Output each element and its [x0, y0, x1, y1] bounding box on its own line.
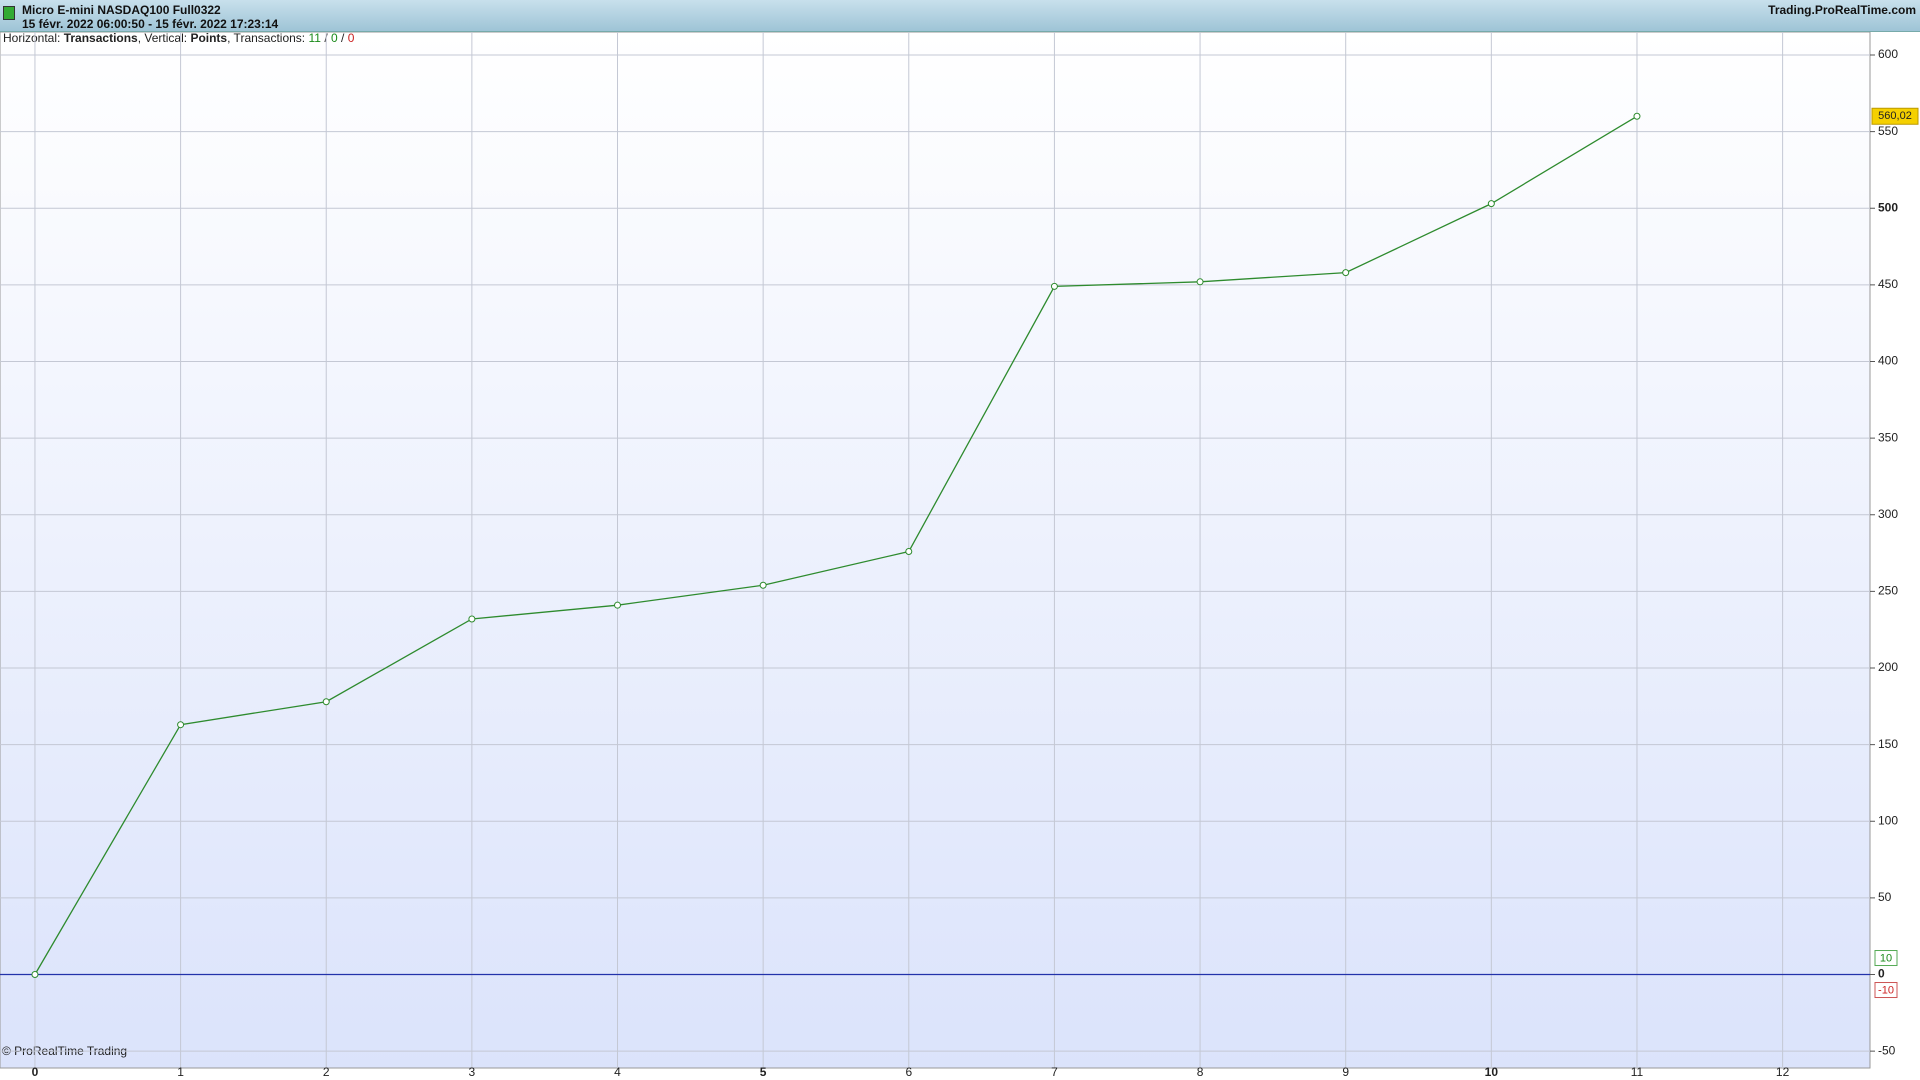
y-tick-label: 400 — [1878, 354, 1898, 368]
period: 15 févr. 2022 06:00:50 - 15 févr. 2022 1… — [22, 17, 279, 31]
x-tick-label: 10 — [1485, 1065, 1499, 1079]
y-tick-label: 50 — [1878, 890, 1892, 904]
info-text: Transactions — [64, 32, 138, 45]
point — [759, 581, 767, 589]
x-tick-label: 2 — [323, 1065, 330, 1079]
point — [31, 971, 39, 979]
zero-marker: 10 — [1880, 952, 1892, 964]
value-label: 560,02 — [1878, 110, 1912, 122]
x-tick-label: 7 — [1051, 1065, 1058, 1079]
point — [322, 698, 330, 706]
info-text: Points — [190, 32, 227, 45]
zero-marker: -10 — [1878, 984, 1894, 996]
x-tick-label: 5 — [760, 1065, 767, 1079]
plot-area — [0, 32, 1871, 1069]
x-tick-label: 12 — [1776, 1065, 1790, 1079]
info-text: , Transactions: — [227, 32, 305, 45]
info-text: / — [341, 32, 345, 45]
y-tick-label: 500 — [1878, 200, 1898, 214]
zero-marker-box — [1874, 982, 1898, 999]
x-tick-label: 1 — [177, 1065, 184, 1079]
info-text: , Vertical: — [138, 32, 187, 45]
y-tick-label: 150 — [1878, 737, 1898, 751]
value-label-box — [1871, 107, 1919, 125]
x-tick-label: 8 — [1197, 1065, 1204, 1079]
y-tick-label: 600 — [1878, 47, 1898, 61]
info-text: Horizontal: — [3, 32, 60, 45]
x-tick-label: 4 — [614, 1065, 621, 1079]
x-tick-label: 9 — [1342, 1065, 1349, 1079]
y-tick-label: 350 — [1878, 430, 1898, 444]
y-tick-label: 550 — [1878, 124, 1898, 138]
x-tick-label: 11 — [1631, 1065, 1644, 1079]
point — [1196, 278, 1204, 286]
point — [905, 548, 913, 556]
point — [468, 615, 476, 623]
info: Horizontal: Transactions, Vertical: Poin… — [3, 32, 355, 45]
point — [177, 721, 185, 729]
site: Trading.ProRealTime.com — [1768, 3, 1916, 17]
chart: Horizontal: Transactions, Vertical: Poin… — [0, 32, 1919, 1079]
y-tick-label: 450 — [1878, 277, 1898, 291]
info-text: 0 — [348, 32, 355, 45]
icon — [3, 6, 15, 20]
point — [614, 601, 622, 609]
point — [1487, 200, 1495, 208]
info-text: 11 — [309, 32, 322, 45]
header: Micro E-mini NASDAQ100 Full0322 15 févr.… — [0, 0, 1920, 32]
y-tick-label: 200 — [1878, 660, 1898, 674]
y-tick-label: 250 — [1878, 584, 1898, 598]
instrument: Micro E-mini NASDAQ100 Full0322 — [22, 3, 221, 17]
point — [1050, 282, 1058, 290]
x-tick-label: 3 — [469, 1065, 476, 1079]
y-tick-label: 0 — [1878, 967, 1885, 981]
y-tick-label: -50 — [1878, 1043, 1896, 1057]
info-text: 0 — [331, 32, 338, 45]
zero-marker-box — [1874, 950, 1898, 967]
series-line — [34, 115, 1638, 975]
x-tick-label: 6 — [905, 1065, 912, 1079]
y-tick-label: 100 — [1878, 813, 1898, 827]
point — [1633, 112, 1641, 120]
point — [1342, 269, 1350, 277]
y-tick-label: 300 — [1878, 507, 1898, 521]
x-tick-label: 0 — [32, 1065, 39, 1079]
